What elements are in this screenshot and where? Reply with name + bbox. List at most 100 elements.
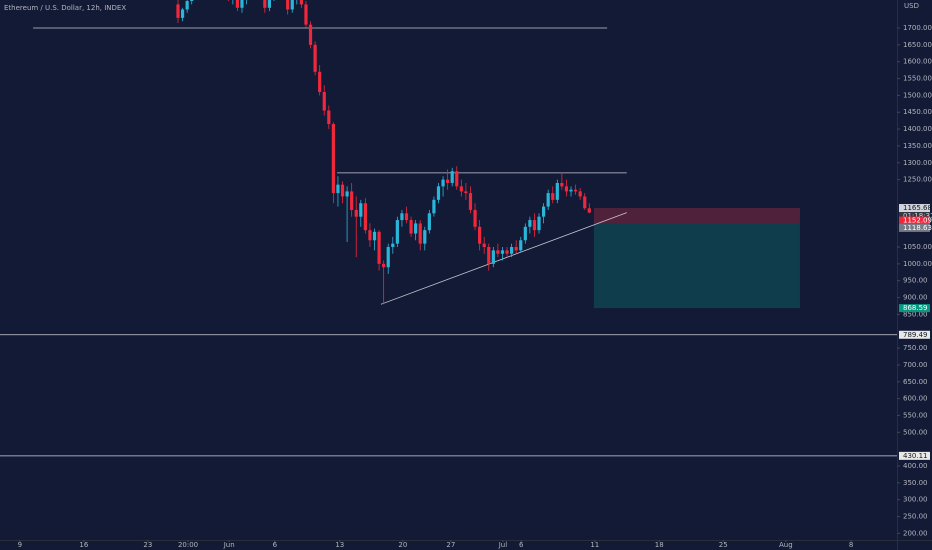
candle-body: [382, 263, 386, 268]
candle-body: [336, 184, 340, 194]
level-label: 789.49: [903, 331, 928, 339]
candle-body: [263, 0, 267, 8]
y-tick-label: 1450.00: [903, 108, 932, 116]
candle-body: [185, 1, 189, 10]
x-tick-label: 18: [655, 541, 664, 549]
candle-body: [523, 226, 527, 241]
candle-body: [496, 250, 500, 254]
candle-body: [455, 171, 459, 187]
price-tag-label: 868.59: [903, 304, 928, 312]
y-tick-label: 750.00: [903, 344, 928, 352]
y-tick-label: 250.00: [903, 513, 928, 521]
candle-body: [331, 124, 335, 194]
x-tick-label: Jul: [498, 541, 508, 549]
candle-body: [345, 191, 349, 197]
x-tick-label: 9: [18, 541, 22, 549]
candle-body: [510, 247, 514, 254]
candle-body: [441, 179, 445, 187]
candle-body: [267, 0, 272, 8]
candle-body: [468, 193, 473, 210]
y-tick-label: 1300.00: [903, 159, 932, 167]
y-tick-label: 850.00: [903, 310, 928, 318]
x-tick-label: Aug: [779, 541, 793, 549]
drawn-line: [380, 212, 627, 305]
price-tag: [899, 216, 930, 225]
candle-body: [313, 44, 317, 72]
candle-body: [418, 223, 422, 244]
candle-body: [560, 182, 564, 187]
candle-body: [578, 191, 582, 197]
candle-body: [491, 250, 495, 264]
candle-body: [235, 0, 240, 8]
y-tick-label: 1650.00: [903, 41, 932, 49]
currency: USD: [904, 2, 919, 10]
countdown-tag: [899, 212, 930, 221]
price-tag: [899, 223, 930, 232]
x-tick-label: Jun: [223, 541, 235, 549]
price-tag: [899, 304, 930, 313]
candle-body: [350, 191, 354, 210]
price-tag-label: 1152.09: [903, 217, 932, 225]
candle-body: [395, 220, 399, 244]
candle-body: [569, 189, 573, 192]
candle-body: [423, 230, 427, 244]
price-tag-label: 1165.68: [903, 204, 932, 212]
countdown-label: 01:18:37: [903, 212, 932, 220]
level-tag: [899, 451, 930, 460]
y-tick-label: 900.00: [903, 294, 928, 302]
candle-body: [500, 250, 505, 254]
candle-body: [487, 247, 491, 264]
candle-body: [432, 199, 436, 214]
y-tick-label: 700.00: [903, 361, 928, 369]
candle-body: [546, 193, 550, 207]
candle-body: [327, 110, 331, 125]
candle-body: [587, 208, 591, 213]
candle-body: [464, 191, 468, 194]
candle-body: [436, 186, 441, 200]
candle-body: [564, 186, 569, 192]
y-tick-label: 1700.00: [903, 24, 932, 32]
candle-body: [290, 0, 294, 10]
candle-body: [555, 182, 559, 200]
candle-body: [308, 24, 313, 45]
candle-body: [573, 189, 578, 192]
candle-body: [318, 71, 322, 93]
candle-body: [450, 171, 454, 183]
candle-body: [514, 247, 518, 251]
y-tick-label: 400.00: [903, 462, 928, 470]
plot-area: [0, 0, 897, 457]
candle-body: [322, 92, 326, 111]
price-tag-label: 1118.63: [903, 224, 932, 232]
candle-body: [446, 179, 450, 183]
y-tick-label: 1500.00: [903, 91, 932, 99]
target-zone: [593, 223, 800, 309]
candle-body: [363, 203, 367, 231]
y-tick-label: 1000.00: [903, 260, 932, 268]
candle-body: [537, 216, 541, 231]
candle-body: [299, 0, 303, 5]
candle-body: [459, 186, 463, 192]
x-tick-label: 11: [590, 541, 599, 549]
candle-body: [542, 206, 546, 217]
y-tick-label: 550.00: [903, 411, 928, 419]
y-tick-label: 650.00: [903, 378, 928, 386]
x-tick-label: 6: [273, 541, 278, 549]
y-tick-label: 1400.00: [903, 125, 932, 133]
y-tick-label: 1050.00: [903, 243, 932, 251]
y-tick-label: 350.00: [903, 479, 928, 487]
candle-body: [391, 243, 395, 248]
chart-title: Ethereum / U.S. Dollar, 12h, INDEX: [4, 4, 126, 12]
x-tick-label: 20:00: [178, 541, 198, 549]
x-tick-label: 25: [719, 541, 728, 549]
y-tick-label: 1550.00: [903, 75, 932, 83]
x-tick-label: 27: [446, 541, 455, 549]
axes: 1700.00 1650.00 1600.00 1550.00 1500.00 1450.…: [18, 24, 932, 549]
x-tick-label: 20: [398, 541, 407, 549]
candle-body: [354, 209, 358, 217]
candle-body: [409, 220, 413, 234]
y-tick-label: 1600.00: [903, 58, 932, 66]
candle-body: [478, 226, 482, 244]
candle-body: [180, 9, 185, 18]
